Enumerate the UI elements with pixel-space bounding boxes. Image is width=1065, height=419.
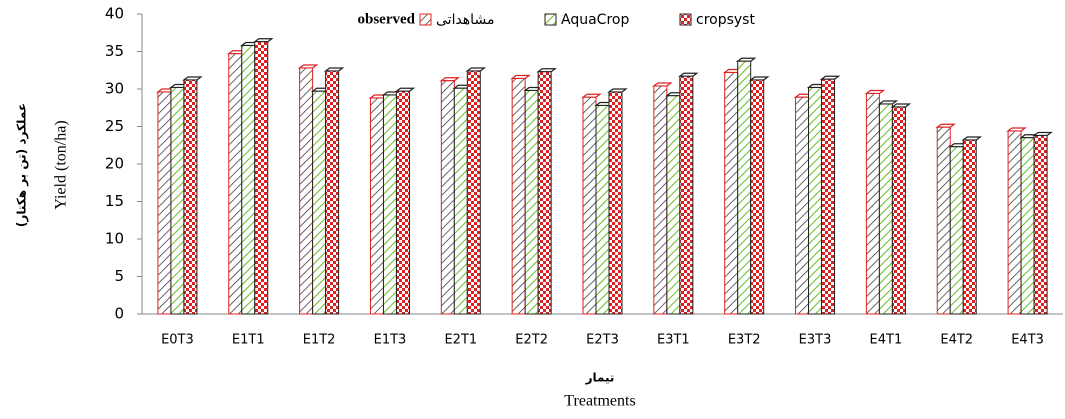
bar: [241, 45, 256, 315]
y-tick-label: 35: [105, 42, 124, 60]
bar: [608, 91, 623, 315]
x-tick-label: E1T2: [303, 333, 336, 348]
x-tick-label: E4T2: [940, 333, 973, 348]
bar: [254, 41, 269, 315]
y-tick-label: 30: [105, 80, 124, 98]
bar: [666, 95, 681, 315]
x-tick-label: E2T2: [515, 333, 548, 348]
bar: [595, 105, 610, 315]
bar: [1007, 130, 1022, 315]
bar: [679, 75, 694, 315]
legend-label: AquaCrop: [561, 12, 629, 28]
bar: [582, 96, 597, 315]
bar: [325, 70, 340, 315]
bar: [724, 72, 739, 315]
bar: [183, 79, 198, 315]
x-tick-label: E1T1: [232, 333, 265, 348]
y-axis-title: Yield (ton/ha): [53, 120, 70, 209]
y-axis-title-fa: عملکرد (تن بر هکتار): [15, 103, 29, 227]
bar: [369, 97, 384, 315]
legend-label: مشاهداتی: [436, 12, 494, 28]
bar: [440, 80, 455, 315]
y-tick-label: 10: [105, 230, 124, 248]
legend-swatch: [544, 13, 557, 26]
bar: [453, 87, 468, 315]
x-tick-label: E3T2: [728, 333, 761, 348]
bar: [382, 94, 397, 315]
x-tick-label: E3T3: [799, 333, 832, 348]
bar: [808, 87, 823, 315]
y-tick-label: 5: [114, 267, 124, 285]
x-axis-title-fa: تیمار: [585, 371, 615, 385]
x-tick-label: E2T1: [444, 333, 477, 348]
bar: [878, 103, 893, 315]
bar: [891, 106, 906, 315]
bar: [962, 139, 977, 315]
bar: [511, 78, 526, 315]
y-tick-label: 25: [105, 117, 124, 135]
x-tick-label: E4T1: [870, 333, 903, 348]
bar: [795, 96, 810, 315]
bar: [865, 93, 880, 315]
y-tick-label: 20: [105, 155, 124, 173]
bar: [949, 146, 964, 315]
bar: [537, 71, 552, 315]
bar: [312, 90, 327, 315]
x-tick-label: E3T1: [657, 333, 690, 348]
bar: [1020, 137, 1035, 315]
x-axis-title: Treatments: [564, 393, 635, 410]
bar: [299, 67, 314, 315]
bar: [157, 91, 172, 315]
bar: [524, 90, 539, 315]
bar: [466, 70, 481, 315]
bar: [1033, 135, 1048, 315]
bar: [821, 78, 836, 315]
y-tick-label: 40: [105, 5, 124, 23]
legend-note: observed: [358, 11, 416, 27]
x-tick-label: E4T3: [1011, 333, 1044, 348]
x-tick-label: E1T3: [374, 333, 407, 348]
legend-swatch: [679, 13, 692, 26]
bar: [395, 90, 410, 315]
bar: [737, 60, 752, 315]
bar: [750, 79, 765, 315]
legend-swatch: [419, 13, 432, 26]
y-tick-label: 0: [114, 305, 124, 323]
bar: [228, 53, 243, 315]
bar: [936, 126, 951, 315]
x-tick-label: E0T3: [161, 333, 194, 348]
bar: [170, 87, 185, 315]
legend-label: cropsyst: [696, 12, 755, 28]
y-tick-label: 15: [105, 192, 124, 210]
bar: [653, 85, 668, 315]
x-tick-label: E2T3: [586, 333, 619, 348]
